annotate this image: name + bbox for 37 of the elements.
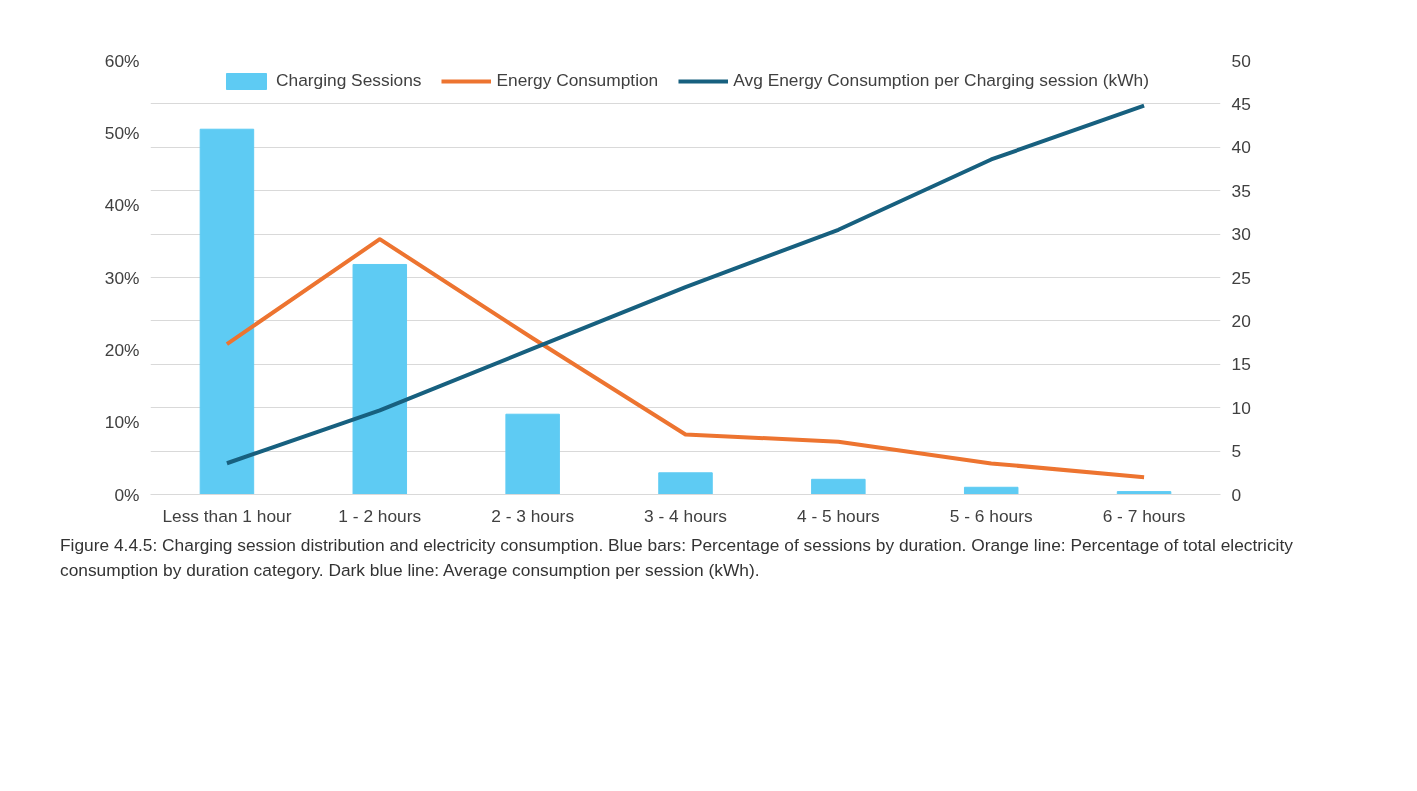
x-tick-label: 4 - 5 hours [796,505,881,526]
y-tick-label: 0% [114,484,140,505]
y2-tick-label: 35 [1231,180,1251,201]
x-tick-label: 5 - 6 hours [949,505,1033,526]
x-tick-label: 3 - 4 hours [644,505,728,526]
y-tick-label: 30% [104,267,140,288]
x-tick-label: 2 - 3 hours [491,505,575,526]
x-tick-label: 6 - 7 hours [1102,505,1186,526]
bar [505,413,560,495]
y2-tick-label: 15 [1231,354,1251,375]
line-series [224,237,1147,480]
y2-tick-label: 25 [1231,267,1251,288]
y-tick-label: 50% [104,122,140,143]
legend-label: Avg Energy Consumption per Charging session (kWh) [733,70,1150,91]
y2-tick-label: 0 [1231,484,1242,505]
y2-tick-label: 10 [1231,397,1251,418]
y-tick-label: 40% [104,195,140,216]
x-tick-label: 1 - 2 hours [338,505,422,526]
y2-tick-label: 20 [1231,310,1251,331]
y2-tick-label: 30 [1231,224,1251,245]
y2-tick-label: 45 [1231,93,1251,114]
bar [811,478,866,495]
y2-tick-label: 50 [1231,50,1251,71]
y-tick-label: 10% [104,412,140,433]
legend-label: Charging Sessions [275,70,422,91]
caption: Figure 4.4.5: Charging session distribution and electricity consumption. Blue bars: Percentage of sessions by duration. Orange line: Percentage of total electricity consumption by duration category. Dark blue line: Average consumption per session (kWh). [60,534,1294,582]
line-series [224,103,1147,466]
y-tick-label: 60% [104,50,140,71]
y2-tick-label: 40 [1231,137,1251,158]
x-tick-label: Less than 1 hour [162,505,292,526]
legend-label: Energy Consumption [496,70,659,91]
y2-tick-label: 5 [1231,441,1242,462]
bar [352,263,408,495]
bar [658,472,713,495]
bar [963,486,1019,495]
bar [199,128,255,495]
y-tick-label: 20% [104,339,140,360]
